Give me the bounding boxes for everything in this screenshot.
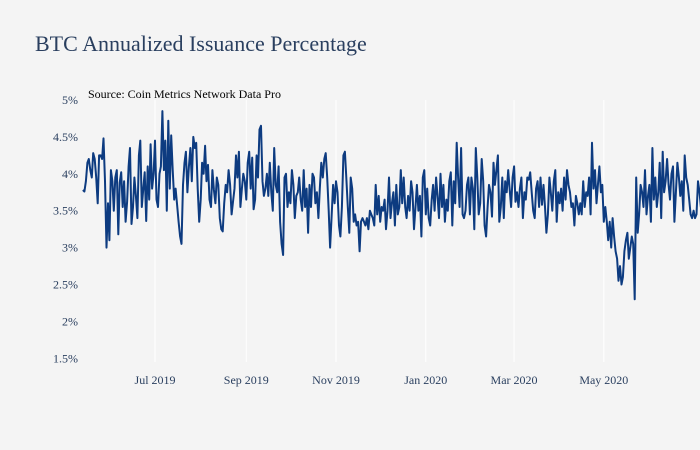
y-tick-label: 3%: [62, 241, 78, 255]
y-tick-label: 3.5%: [53, 204, 78, 218]
x-axis: Jul 2019 Sep 2019 Nov 2019 Jan 2020 Mar 2020…: [135, 373, 629, 387]
y-axis: 1.5% 2% 2.5% 3% 3.5% 4% 4.5% 5%: [53, 93, 78, 365]
grid-layer: [154, 100, 605, 362]
x-tick-label: Mar 2020: [491, 373, 538, 387]
x-tick-label: Jul 2019: [135, 373, 176, 387]
chart-title: BTC Annualized Issuance Percentage: [35, 31, 367, 56]
source-annotation: Source: Coin Metrics Network Data Pro: [88, 87, 281, 101]
x-tick-label: Nov 2019: [312, 373, 360, 387]
y-tick-label: 2%: [62, 314, 78, 328]
y-tick-label: 2.5%: [53, 278, 78, 292]
y-tick-label: 1.5%: [53, 351, 78, 365]
y-tick-label: 4%: [62, 167, 78, 181]
x-tick-label: May 2020: [579, 373, 628, 387]
x-tick-label: Jan 2020: [404, 373, 447, 387]
x-tick-label: Sep 2019: [224, 373, 269, 387]
y-tick-label: 4.5%: [53, 130, 78, 144]
series-layer: [82, 110, 700, 301]
series-line: [82, 110, 700, 301]
y-tick-label: 5%: [62, 93, 78, 107]
